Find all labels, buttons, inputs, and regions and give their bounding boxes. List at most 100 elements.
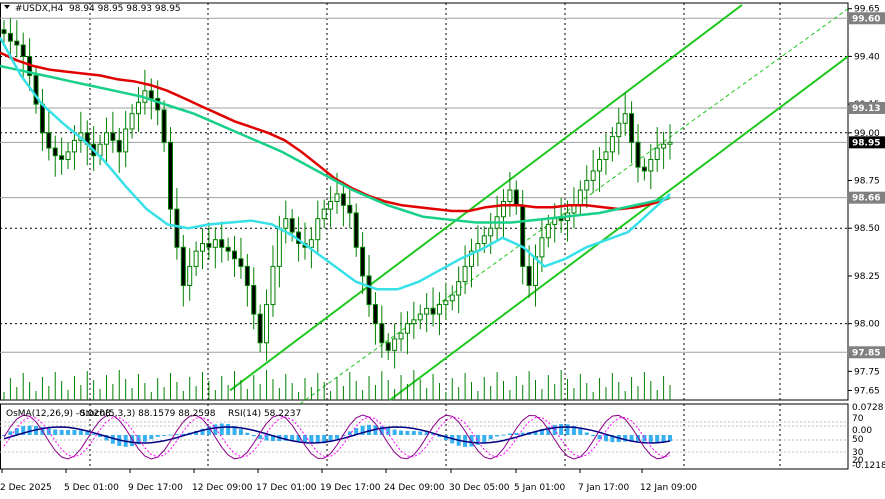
x-tick-label: 30 Dec 05:00 bbox=[449, 483, 510, 493]
x-tick-label: 19 Dec 17:00 bbox=[320, 483, 381, 493]
indicator-frame bbox=[0, 403, 849, 470]
candle-body bbox=[257, 313, 263, 344]
candle-body bbox=[526, 265, 532, 286]
price-tag-label: 99.13 bbox=[852, 104, 880, 114]
osma-bar bbox=[302, 435, 307, 443]
candle-body bbox=[20, 44, 26, 57]
price-tags: 99.60 99.13 98.95 98.66 97.85 bbox=[849, 12, 885, 359]
candle-body bbox=[315, 218, 321, 241]
candle-body bbox=[59, 155, 65, 161]
candle-body bbox=[321, 208, 327, 220]
candle-body bbox=[232, 250, 238, 260]
osma-bar bbox=[354, 428, 359, 435]
osma-bar bbox=[149, 435, 154, 440]
indicator-tick-label: 0.00 bbox=[852, 426, 872, 436]
candle-body bbox=[456, 281, 462, 296]
candle-body bbox=[46, 132, 52, 149]
candle-body bbox=[424, 307, 430, 315]
candle-body bbox=[39, 103, 45, 134]
candle-body bbox=[648, 159, 654, 172]
y-tick-label: 98.00 bbox=[854, 320, 880, 330]
candle-body bbox=[135, 101, 141, 115]
osma-bar bbox=[219, 423, 224, 435]
price-tag-box bbox=[849, 101, 885, 114]
ohlc-label: 98.94 98.95 98.93 98.95 bbox=[69, 4, 181, 14]
osma-bar bbox=[546, 426, 551, 435]
osma-bar bbox=[21, 426, 26, 435]
candle-body bbox=[552, 218, 558, 225]
candle-body bbox=[353, 212, 359, 248]
candle-body bbox=[372, 304, 378, 325]
candle-body bbox=[385, 342, 391, 351]
candle-body bbox=[7, 33, 13, 42]
rsi-label: RSI(14) 58.2237 bbox=[228, 409, 301, 419]
osma-bar bbox=[142, 435, 147, 442]
channel-lower-line bbox=[389, 55, 849, 401]
osma-bar bbox=[162, 435, 167, 436]
indicator-tick-label: 50 bbox=[852, 435, 864, 445]
osma-bar bbox=[85, 431, 90, 435]
osma-bar bbox=[591, 435, 596, 437]
candle-body bbox=[430, 307, 436, 315]
y-tick-label: 97.75 bbox=[854, 367, 880, 377]
x-tick-label: 9 Dec 17:00 bbox=[128, 483, 183, 493]
candle-body bbox=[52, 147, 58, 157]
moving-averages bbox=[0, 36, 671, 291]
main-frame bbox=[0, 2, 849, 401]
osma-bar bbox=[296, 435, 301, 442]
candle-body bbox=[488, 227, 494, 237]
osma-bar bbox=[251, 435, 256, 437]
ma-cyan-line bbox=[0, 36, 671, 291]
candle-body bbox=[366, 275, 372, 306]
candle-body bbox=[328, 201, 334, 210]
x-tick-label: 2 Dec 2025 bbox=[0, 483, 52, 493]
osma-bar bbox=[110, 435, 115, 444]
osma-bar bbox=[610, 435, 615, 443]
time-axis: 2 Dec 2025 5 Dec 01:00 9 Dec 17:00 12 Dec 0… bbox=[0, 469, 697, 493]
indicator-tick-label: 0.0728 bbox=[852, 403, 884, 413]
osma-bar bbox=[270, 435, 275, 442]
candle-body bbox=[14, 40, 20, 46]
candle-body bbox=[168, 141, 173, 210]
osma-bar bbox=[66, 429, 71, 435]
candle-body bbox=[155, 97, 161, 111]
osma-bar bbox=[335, 435, 339, 439]
osma-bar bbox=[482, 435, 487, 443]
osma-bar bbox=[53, 429, 58, 435]
osma-bar bbox=[571, 425, 576, 435]
candle-body bbox=[513, 189, 519, 206]
candle-body bbox=[641, 166, 647, 172]
y-tick-label: 98.50 bbox=[854, 224, 880, 234]
osma-bar bbox=[603, 435, 608, 442]
osma-bar bbox=[597, 435, 602, 440]
osma-bar bbox=[424, 432, 429, 435]
osma-bar bbox=[360, 425, 365, 435]
ma-teal-line bbox=[0, 64, 671, 224]
y-tick-label: 99.40 bbox=[854, 52, 880, 62]
osma-bar bbox=[59, 429, 64, 435]
osma-bar bbox=[258, 435, 263, 439]
osma-bar bbox=[226, 424, 231, 435]
candle-body bbox=[629, 113, 635, 143]
price-tag-box bbox=[849, 12, 885, 25]
osma-bar bbox=[213, 424, 218, 435]
candle-body bbox=[654, 147, 660, 161]
candle-body bbox=[65, 151, 71, 161]
osma-bar bbox=[130, 435, 135, 447]
candle-body bbox=[174, 208, 180, 248]
candle-body bbox=[340, 193, 346, 206]
price-tag-box bbox=[849, 191, 885, 204]
osma-bar bbox=[629, 435, 634, 442]
osma-bar bbox=[501, 434, 506, 436]
candle-body bbox=[468, 250, 474, 267]
osma-bar bbox=[322, 435, 327, 444]
osma-bar bbox=[347, 431, 352, 435]
candle-body bbox=[244, 265, 250, 286]
candle-body bbox=[417, 313, 423, 321]
osma-bar bbox=[283, 435, 288, 441]
osma-bar bbox=[174, 434, 179, 436]
dropdown-arrow-icon[interactable] bbox=[4, 5, 10, 9]
osma-bar bbox=[565, 424, 570, 435]
candle-body bbox=[193, 250, 199, 267]
